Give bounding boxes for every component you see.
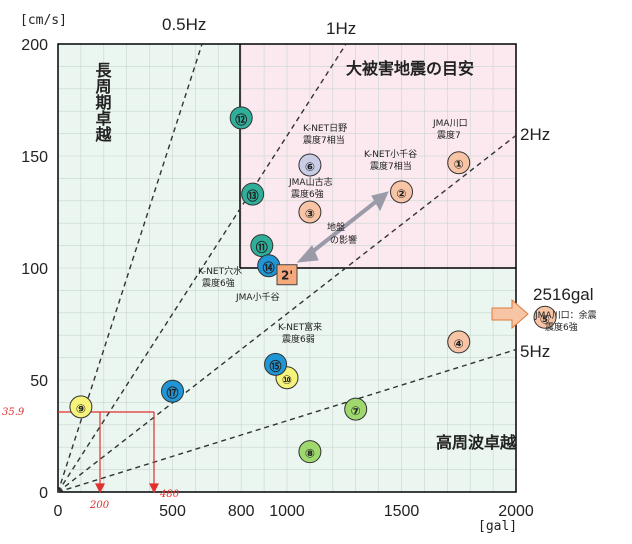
y-tick-label: 50 bbox=[30, 373, 48, 390]
data-points: ① ② ③ ④ ⑤ ⑥ ⑦ ⑧ ⑨ ⑩ ⑪ ⑫ ⑬ ⑭ ⑮ ⑰ bbox=[69, 106, 557, 464]
data-point bbox=[229, 106, 253, 130]
data-point bbox=[264, 352, 288, 376]
svg-text:震度6弱: 震度6弱 bbox=[282, 333, 315, 345]
x-tick-labels: 0 500 800 1000 1500 2000 bbox=[54, 503, 534, 520]
data-point bbox=[298, 440, 322, 464]
svg-text:震度7: 震度7 bbox=[437, 129, 461, 141]
freq-label-5hz: 5Hz bbox=[520, 342, 550, 361]
data-point bbox=[533, 305, 557, 329]
y-tick-label: 200 bbox=[21, 37, 48, 54]
damage-region-label: 大被害地震の目安 bbox=[346, 59, 474, 78]
data-point-label: ⑧ bbox=[305, 447, 315, 461]
svg-text:JMA小千谷: JMA小千谷 bbox=[235, 292, 280, 303]
x-tick-label: 1000 bbox=[269, 503, 305, 520]
freq-line bbox=[57, 348, 517, 493]
data-point bbox=[390, 180, 413, 204]
high-freq-label: 高周波卓越 bbox=[436, 433, 517, 452]
freq-label-1hz: 1Hz bbox=[326, 19, 356, 38]
x-tick-label: 500 bbox=[159, 503, 186, 520]
data-point bbox=[298, 200, 322, 224]
data-point-label: ⑮ bbox=[270, 358, 282, 373]
x-tick-label: 800 bbox=[228, 503, 255, 520]
data-point-label: ⑭ bbox=[263, 260, 275, 275]
point-2-prime: 2' bbox=[276, 264, 298, 286]
svg-text:K-NET日野: K-NET日野 bbox=[303, 123, 347, 134]
svg-text:震度6強: 震度6強 bbox=[545, 321, 578, 333]
long-period-label: 長周期卓越 bbox=[93, 62, 113, 143]
annotations: K-NET日野 震度7相当 K-NET小千谷 震度7相当 JMA川口 震度7 J… bbox=[198, 119, 597, 345]
svg-text:JMA川口: JMA川口 bbox=[432, 119, 468, 129]
handwritten-guides bbox=[58, 411, 159, 494]
data-point-label: ① bbox=[454, 158, 464, 172]
svg-text:2': 2' bbox=[281, 269, 293, 283]
data-point bbox=[447, 151, 471, 175]
svg-text:K-NET富来: K-NET富来 bbox=[278, 321, 322, 333]
x-axis-label: [gal] bbox=[478, 519, 517, 534]
data-point-label: ② bbox=[396, 187, 406, 201]
data-point-label: ⑨ bbox=[76, 402, 86, 416]
ground-effect-arrow bbox=[296, 191, 389, 263]
data-point-label: ④ bbox=[454, 337, 464, 351]
svg-text:JMA川口：余震: JMA川口：余震 bbox=[534, 309, 597, 321]
freq-line bbox=[57, 134, 517, 493]
frequency-lines bbox=[57, 43, 517, 493]
y-tick-label: 100 bbox=[21, 261, 48, 278]
y-tick-label: 0 bbox=[39, 485, 48, 502]
svg-text:地盤: 地盤 bbox=[327, 221, 345, 233]
data-point bbox=[161, 379, 184, 403]
data-point bbox=[69, 395, 93, 419]
x-tick-label: 2000 bbox=[498, 503, 534, 520]
freq-line bbox=[57, 43, 203, 493]
data-point bbox=[241, 182, 265, 206]
svg-text:JMA山古志: JMA山古志 bbox=[288, 176, 333, 188]
handwritten-y: 35.9 bbox=[2, 407, 25, 418]
x-tick-label: 0 bbox=[54, 503, 63, 520]
data-point-label: ⑬ bbox=[247, 188, 259, 203]
svg-text:震度7相当: 震度7相当 bbox=[370, 160, 412, 172]
freq-label-0-5hz: 0.5Hz bbox=[162, 15, 206, 34]
svg-text:震度6強: 震度6強 bbox=[202, 277, 235, 289]
data-point-label: ⑦ bbox=[351, 404, 361, 418]
data-point bbox=[447, 330, 471, 354]
data-point-label: ⑤ bbox=[540, 312, 550, 326]
y-tick-labels: 0 50 100 150 200 bbox=[21, 37, 48, 502]
svg-text:2516gal: 2516gal bbox=[533, 285, 594, 304]
svg-text:の影響: の影響 bbox=[330, 234, 357, 246]
data-point bbox=[298, 153, 322, 177]
data-point-label: ⑰ bbox=[166, 385, 178, 400]
svg-text:K-NET穴水: K-NET穴水 bbox=[198, 265, 242, 277]
svg-text:K-NET小千谷: K-NET小千谷 bbox=[364, 149, 417, 160]
handwritten-x2: 480 bbox=[159, 489, 180, 500]
freq-line bbox=[57, 43, 347, 493]
plot-frame bbox=[57, 43, 517, 493]
data-point-label: ⑫ bbox=[235, 112, 247, 127]
y-axis-label: [cm/s] bbox=[20, 13, 67, 28]
y-tick-label: 150 bbox=[21, 149, 48, 166]
data-point-label: ⑩ bbox=[282, 373, 292, 387]
data-point-label: ⑥ bbox=[305, 160, 315, 174]
handwritten-x1: 200 bbox=[89, 500, 110, 511]
x-tick-label: 1500 bbox=[384, 503, 420, 520]
data-point-label: ③ bbox=[305, 207, 315, 221]
svg-text:震度6強: 震度6強 bbox=[291, 188, 324, 200]
freq-label-2hz: 2Hz bbox=[520, 125, 550, 144]
data-point-label: ⑪ bbox=[256, 240, 268, 255]
offscale-arrow bbox=[491, 298, 529, 330]
svg-text:震度7相当: 震度7相当 bbox=[303, 134, 345, 146]
data-point bbox=[344, 397, 368, 421]
